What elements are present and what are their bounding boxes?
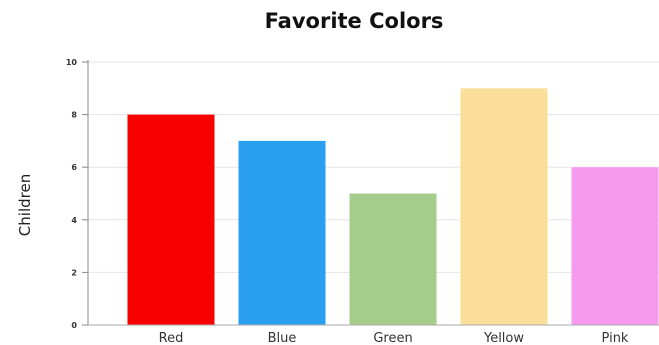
x-tick-label: Yellow — [483, 331, 524, 345]
y-tick-label: 4 — [71, 216, 77, 225]
bar — [349, 193, 437, 325]
x-tick-labels: Red Blue Green Yellow Pink — [159, 331, 629, 345]
bar — [571, 167, 659, 325]
x-tick-label: Blue — [268, 331, 297, 345]
bar — [460, 88, 548, 325]
x-tick-label: Pink — [602, 331, 629, 345]
bar — [238, 140, 326, 325]
x-tick-label: Green — [373, 331, 412, 345]
y-tick-label: 6 — [71, 163, 77, 172]
x-tick-label: Red — [159, 331, 184, 345]
y-tick-label: 2 — [71, 268, 77, 277]
y-tick-label: 10 — [66, 58, 78, 67]
bars — [127, 88, 659, 325]
axes — [82, 60, 659, 326]
y-tick-label: 0 — [71, 321, 77, 330]
y-tick-label: 8 — [71, 111, 77, 120]
chart-title: Favorite Colors — [265, 9, 444, 33]
y-axis-label: Children — [16, 174, 34, 236]
bar — [127, 114, 215, 325]
y-tick-labels: 0 2 4 6 8 10 — [66, 58, 78, 330]
